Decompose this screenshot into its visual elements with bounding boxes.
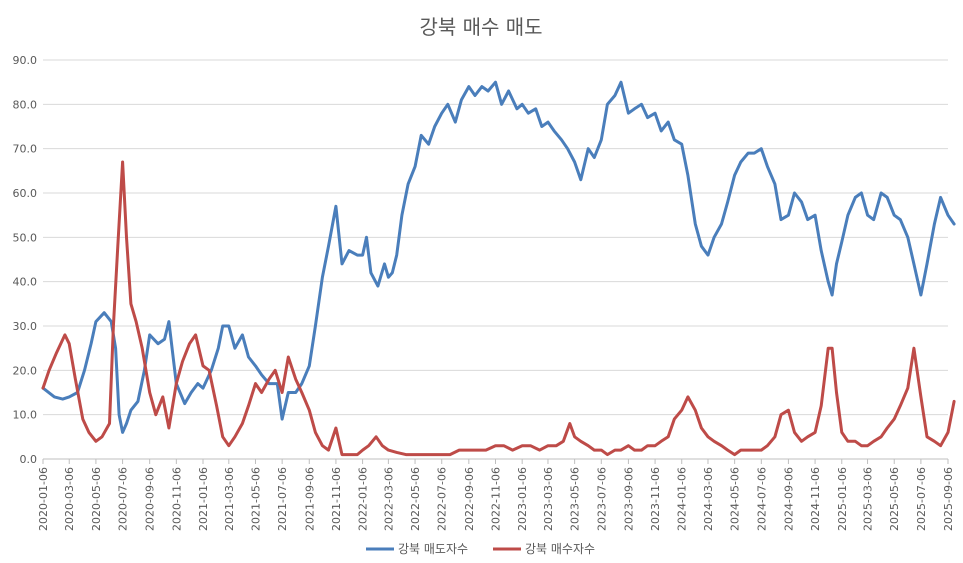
y-tick-label: 40.0 — [13, 276, 38, 289]
x-tick-label: 2020-09-06 — [144, 467, 157, 531]
x-tick-label: 2022-03-06 — [382, 467, 395, 531]
gridlines — [43, 59, 948, 460]
y-tick-label: 20.0 — [13, 364, 38, 377]
x-tick-label: 2024-09-06 — [782, 467, 795, 531]
x-tick-label: 2024-01-06 — [676, 467, 689, 531]
x-tick-label: 2024-03-06 — [702, 467, 715, 531]
x-tick-label: 2024-07-06 — [755, 467, 768, 531]
x-tick-label: 2020-05-06 — [90, 467, 103, 531]
x-tick-label: 2020-03-06 — [63, 467, 76, 531]
y-tick-label: 70.0 — [13, 143, 38, 156]
x-tick-label: 2021-03-06 — [223, 467, 236, 531]
x-tick-label: 2023-09-06 — [622, 467, 635, 531]
y-tick-label: 30.0 — [13, 320, 38, 333]
x-tick-label: 2023-01-06 — [516, 467, 529, 531]
y-tick-label: 10.0 — [13, 409, 38, 422]
x-tick-label: 2021-01-06 — [197, 467, 210, 531]
x-tick-label: 2023-05-06 — [569, 467, 582, 531]
y-tick-label: 60.0 — [13, 187, 38, 200]
x-tick-label: 2023-07-06 — [595, 467, 608, 531]
series-line-buy — [41, 160, 956, 457]
x-tick-label: 2023-11-06 — [649, 467, 662, 531]
legend: 강북 매도자수 강북 매수자수 — [366, 542, 595, 556]
x-tick-label: 2022-07-06 — [436, 467, 449, 531]
x-tick-label: 2025-09-06 — [942, 467, 955, 531]
y-tick-label: 90.0 — [13, 54, 38, 67]
x-tick-label: 2020-07-06 — [117, 467, 130, 531]
legend-label-sell: 강북 매도자수 — [398, 542, 468, 556]
x-tick-label: 2025-01-06 — [836, 467, 849, 531]
x-tick-label: 2022-05-06 — [409, 467, 422, 531]
y-tick-label: 50.0 — [13, 231, 38, 244]
x-tick-label: 2022-09-06 — [463, 467, 476, 531]
series-line-sell — [41, 80, 956, 434]
x-tick-label: 2021-05-06 — [249, 467, 262, 531]
y-tick-label: 0.0 — [20, 453, 38, 466]
x-axis-ticks: 2020-01-06 2020-03-06 2020-05-06 2020-07-06… — [37, 459, 955, 531]
y-axis-ticks: 0.0 10.0 20.0 30.0 40.0 50.0 60.0 70.0 80.0 90.0 — [13, 54, 38, 466]
x-tick-label: 2021-11-06 — [330, 467, 343, 531]
series-lines — [41, 80, 956, 457]
chart-title: 강북 매수 매도 — [419, 15, 542, 39]
x-tick-label: 2024-11-06 — [809, 467, 822, 531]
x-tick-label: 2021-09-06 — [303, 467, 316, 531]
x-tick-label: 2024-05-06 — [729, 467, 742, 531]
x-tick-label: 2023-03-06 — [542, 467, 555, 531]
x-tick-label: 2025-07-06 — [915, 467, 928, 531]
x-tick-label: 2022-11-06 — [490, 467, 503, 531]
x-tick-label: 2025-05-06 — [888, 467, 901, 531]
y-tick-label: 80.0 — [13, 98, 38, 111]
x-tick-label: 2022-01-06 — [357, 467, 370, 531]
x-tick-label: 2020-11-06 — [170, 467, 183, 531]
legend-label-buy: 강북 매수자수 — [525, 542, 595, 556]
x-tick-label: 2020-01-06 — [37, 467, 50, 531]
x-tick-label: 2021-07-06 — [276, 467, 289, 531]
x-tick-label: 2025-03-06 — [862, 467, 875, 531]
